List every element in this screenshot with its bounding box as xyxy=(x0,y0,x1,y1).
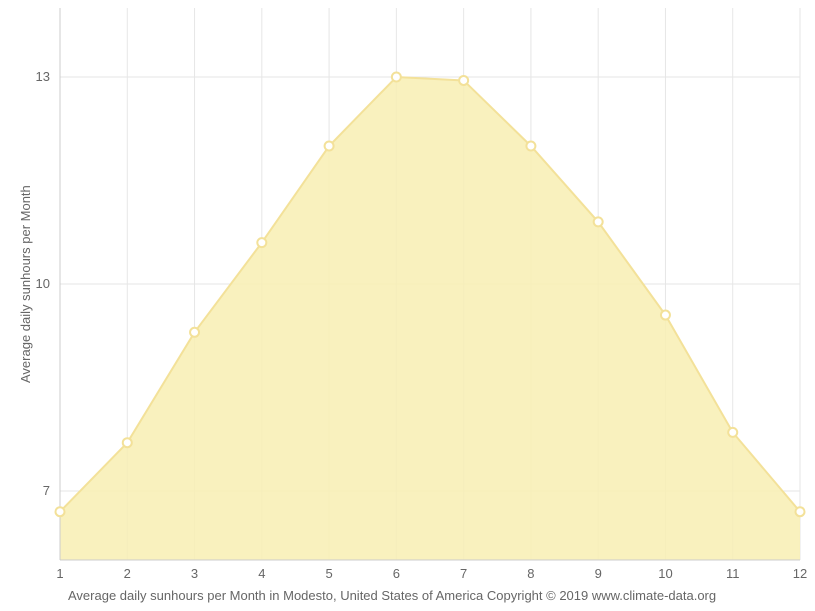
y-tick-label: 13 xyxy=(36,69,50,84)
chart-svg: 12345678910111271013 xyxy=(0,0,815,611)
x-tick-label: 9 xyxy=(595,566,602,581)
sunhours-chart: 12345678910111271013 Average daily sunho… xyxy=(0,0,815,611)
y-tick-label: 10 xyxy=(36,276,50,291)
chart-caption: Average daily sunhours per Month in Mode… xyxy=(68,588,716,603)
x-tick-label: 7 xyxy=(460,566,467,581)
y-axis-label: Average daily sunhours per Month xyxy=(18,185,33,383)
x-tick-label: 11 xyxy=(726,566,740,581)
x-tick-label: 4 xyxy=(258,566,265,581)
x-tick-label: 8 xyxy=(527,566,534,581)
x-tick-label: 1 xyxy=(56,566,63,581)
x-tick-label: 6 xyxy=(393,566,400,581)
y-tick-label: 7 xyxy=(43,483,50,498)
x-tick-label: 5 xyxy=(325,566,332,581)
x-tick-label: 2 xyxy=(124,566,131,581)
x-tick-label: 3 xyxy=(191,566,198,581)
x-tick-label: 12 xyxy=(793,566,807,581)
x-tick-label: 10 xyxy=(658,566,672,581)
